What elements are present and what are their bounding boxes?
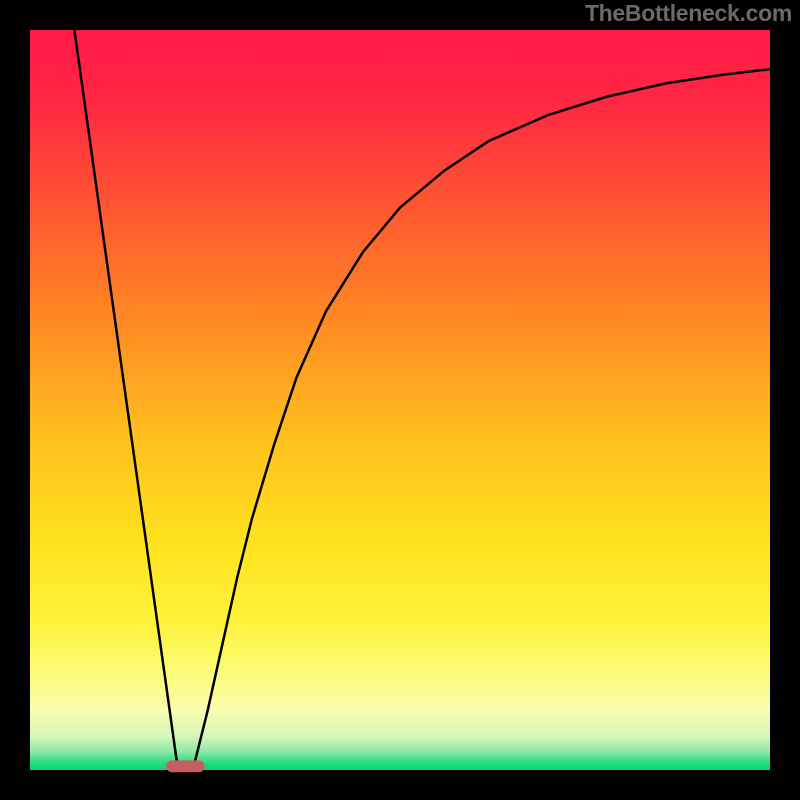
optimal-marker bbox=[166, 760, 204, 772]
chart-background bbox=[30, 30, 770, 770]
watermark-text: TheBottleneck.com bbox=[585, 0, 792, 27]
bottleneck-chart bbox=[0, 0, 800, 800]
figure-container: TheBottleneck.com bbox=[0, 0, 800, 800]
